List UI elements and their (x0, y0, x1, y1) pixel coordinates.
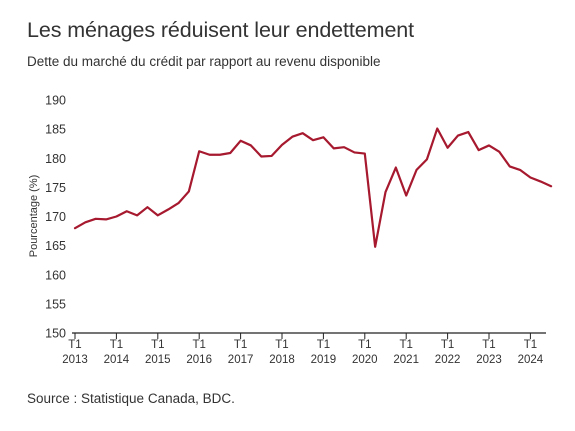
x-tick-label-quarter: T1 (317, 339, 330, 351)
y-tick-label: 165 (45, 239, 66, 253)
x-tick-label-year: 2024 (518, 354, 544, 366)
x-tick-label-year: 2020 (352, 354, 378, 366)
x-tick-label-quarter: T1 (234, 339, 247, 351)
x-axis: T1 2013 T1 2014 T1 2015 T1 2016 T1 2017 T1 2018 T1 20… (62, 332, 546, 366)
y-tick-label: 190 (45, 94, 66, 108)
x-tick-label-year: 2021 (393, 354, 419, 366)
x-tick-label-year: 2017 (228, 354, 254, 366)
x-tick-label-quarter: T1 (151, 339, 164, 351)
y-tick-label: 185 (45, 123, 66, 137)
x-tick-label-quarter: T1 (482, 339, 495, 351)
y-tick-label: 175 (45, 181, 66, 195)
y-tick-label: 180 (45, 152, 66, 166)
source-note: Source : Statistique Canada, BDC. (27, 391, 235, 406)
x-tick-label-year: 2016 (186, 354, 212, 366)
series-group (73, 127, 553, 248)
y-tick-label: 155 (45, 297, 66, 311)
x-tick-label-year: 2022 (435, 354, 461, 366)
x-tick-label-quarter: T1 (110, 339, 123, 351)
y-axis-title: Pourcentage (%) (28, 175, 40, 258)
y-tick-label: 160 (45, 268, 66, 282)
x-tick-label-quarter: T1 (68, 339, 81, 351)
x-tick-label-year: 2015 (145, 354, 171, 366)
x-tick-label-year: 2018 (269, 354, 295, 366)
x-tick-label-year: 2019 (311, 354, 337, 366)
x-tick-label-quarter: T1 (399, 339, 412, 351)
x-tick-label-quarter: T1 (358, 339, 371, 351)
x-tick-label-year: 2014 (104, 354, 130, 366)
chart-subtitle: Dette du marché du crédit par rapport au… (27, 54, 381, 69)
x-tick-label-quarter: T1 (275, 339, 288, 351)
x-tick-label-quarter: T1 (441, 339, 454, 351)
x-tick-label-quarter: T1 (192, 339, 205, 351)
x-tick-label-year: 2023 (476, 354, 502, 366)
x-tick-label-quarter: T1 (524, 339, 537, 351)
y-axis: 150 155 160 165 170 175 180 185 190 (45, 94, 66, 341)
y-tick-label: 170 (45, 210, 66, 224)
chart-title: Les ménages réduisent leur endettement (27, 18, 415, 42)
x-tick-label-year: 2013 (62, 354, 88, 366)
y-tick-label: 150 (45, 327, 66, 341)
series-line (73, 127, 553, 248)
